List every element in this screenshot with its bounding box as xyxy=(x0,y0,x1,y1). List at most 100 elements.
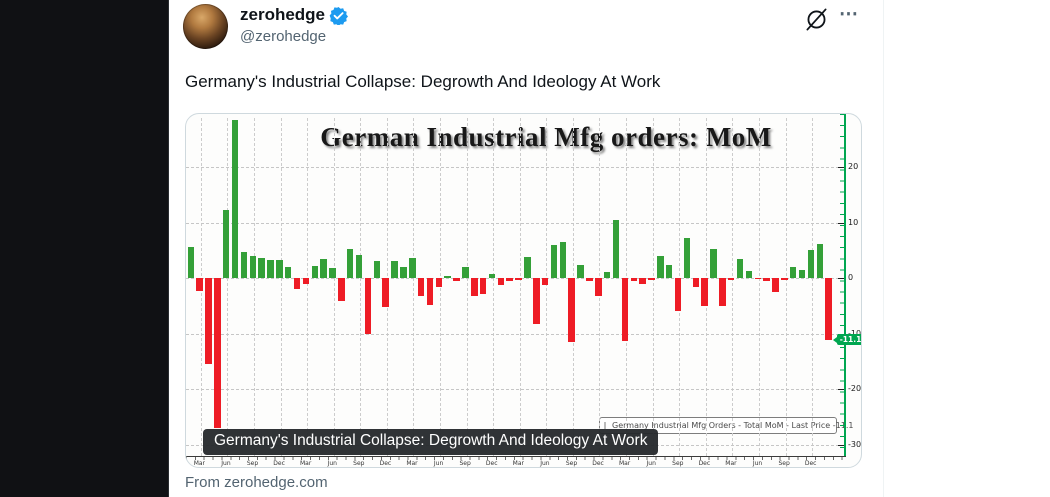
x-tick-label: Mar xyxy=(193,460,206,467)
bar xyxy=(267,259,274,278)
bar xyxy=(807,250,815,278)
bar xyxy=(400,266,407,278)
x-tick-label: Sep xyxy=(565,460,578,467)
bar xyxy=(736,259,744,278)
x-tick-label: Sep xyxy=(672,460,684,467)
vertical-gridline xyxy=(333,118,335,456)
bar xyxy=(497,278,505,285)
bar xyxy=(293,278,301,290)
bar xyxy=(533,278,540,325)
bar xyxy=(586,278,593,281)
bar xyxy=(595,278,602,296)
vertical-gridline xyxy=(466,118,468,456)
chart-title: German Industrial Mfg orders: MoM xyxy=(320,122,772,152)
tweet-header: zerohedge @zerohedge xyxy=(240,5,349,45)
x-tick-label: Dec xyxy=(273,460,285,467)
bar xyxy=(435,278,443,287)
avatar[interactable] xyxy=(183,4,228,49)
last-price-badge: -11.1 xyxy=(833,334,861,346)
tweet-actions: ⋯ xyxy=(805,4,859,31)
chart-media-card[interactable]: German Industrial Mfg orders: MoM German… xyxy=(185,113,862,468)
bar xyxy=(302,278,310,285)
bar xyxy=(515,278,522,281)
bar xyxy=(541,278,549,285)
bar xyxy=(187,247,194,278)
bar xyxy=(603,271,611,278)
vertical-gridline xyxy=(812,118,814,456)
bar xyxy=(214,278,221,428)
x-tick-label: Jun xyxy=(327,460,337,467)
source-link[interactable]: From zerohedge.com xyxy=(185,474,328,491)
bar xyxy=(612,219,620,278)
bar xyxy=(550,244,558,278)
y-tick-label: -20 xyxy=(848,384,862,393)
x-tick-label: Sep xyxy=(353,460,365,467)
bar xyxy=(559,241,567,278)
bar xyxy=(240,252,248,278)
vertical-gridline xyxy=(280,118,282,456)
bar xyxy=(222,210,230,278)
bar xyxy=(462,267,469,278)
bar xyxy=(355,255,363,278)
bar xyxy=(453,278,460,281)
x-tick-label: Jun xyxy=(221,460,231,467)
bar xyxy=(665,264,673,278)
bar xyxy=(409,258,416,278)
x-axis-minor-ticks xyxy=(186,457,844,460)
tweet-text: Germany's Industrial Collapse: Degrowth … xyxy=(185,72,661,91)
bar xyxy=(276,260,283,278)
bar xyxy=(249,255,257,278)
x-tick-label: Dec xyxy=(592,460,604,467)
vertical-gridline xyxy=(758,118,760,456)
x-axis-line xyxy=(186,456,846,457)
horizontal-gridline xyxy=(186,278,844,279)
media-caption-overlay: Germany's Industrial Collapse: Degrowth … xyxy=(203,429,659,455)
bar xyxy=(258,258,265,278)
bar xyxy=(488,273,496,278)
grok-icon[interactable] xyxy=(805,8,828,31)
bar xyxy=(320,259,327,278)
vertical-gridline xyxy=(360,118,362,456)
bar xyxy=(701,278,708,307)
bar xyxy=(471,278,478,296)
vertical-gridline xyxy=(785,118,787,456)
more-options-button[interactable]: ⋯ xyxy=(839,4,859,25)
vertical-gridline xyxy=(413,118,415,456)
bar xyxy=(205,278,212,365)
horizontal-gridline xyxy=(186,167,844,168)
horizontal-gridline xyxy=(186,222,844,224)
left-dark-panel xyxy=(0,0,169,497)
y-axis-line xyxy=(844,114,846,457)
bar xyxy=(373,261,381,278)
bar xyxy=(417,278,425,296)
bar xyxy=(426,278,434,306)
bar xyxy=(789,266,797,278)
bar xyxy=(763,278,770,281)
x-tick-label: Sep xyxy=(778,460,790,467)
x-tick-label: Jun xyxy=(433,460,444,467)
bar xyxy=(754,278,762,280)
display-name[interactable]: zerohedge xyxy=(240,5,326,24)
vertical-gridline xyxy=(227,118,229,456)
bar xyxy=(683,238,691,278)
x-tick-label: Sep xyxy=(246,460,259,467)
bar xyxy=(577,264,584,278)
bar xyxy=(568,278,575,342)
handle[interactable]: @zerohedge xyxy=(240,28,327,45)
bar xyxy=(382,278,389,308)
x-tick-label: Mar xyxy=(300,460,312,467)
vertical-gridline xyxy=(732,118,734,456)
x-tick-label: Jun xyxy=(752,460,763,467)
vertical-gridline xyxy=(440,118,441,456)
bar xyxy=(196,278,203,291)
vertical-gridline xyxy=(652,118,654,456)
x-tick-label: Jun xyxy=(646,460,656,467)
bar xyxy=(329,268,336,278)
x-tick-label: Dec xyxy=(379,460,392,467)
bar xyxy=(727,278,735,281)
legend-marker-icon xyxy=(604,422,606,429)
bar xyxy=(346,248,354,278)
x-tick-label: Dec xyxy=(698,460,711,467)
bar xyxy=(772,278,779,293)
